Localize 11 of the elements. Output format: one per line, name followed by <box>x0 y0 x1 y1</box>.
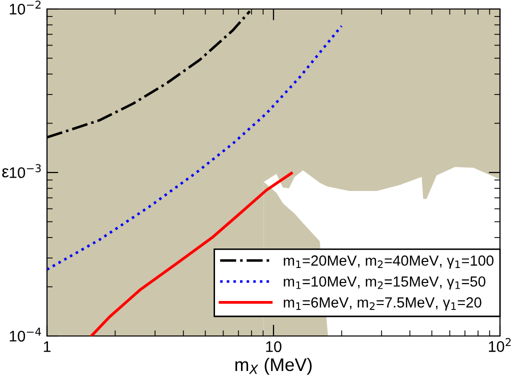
x-tick-label: 10$^{2}$ <box>488 338 511 352</box>
y-axis-title: ε <box>2 168 9 178</box>
y-tick-label: 10$^{−2}$ <box>10 0 41 15</box>
x-axis-title: m$_{X}$ (MeV) <box>235 358 312 375</box>
y-tick-label: 10$^{−3}$ <box>10 164 41 178</box>
x-tick-label: 1 <box>44 341 51 352</box>
y-tick-label: 10$^{−4}$ <box>10 328 41 342</box>
legend-label: m$_{1}$=20MeV, m$_{2}$=40MeV, γ$_{1}$=100 <box>284 255 494 269</box>
x-tick-label: 10 <box>266 341 282 352</box>
legend-label: m$_{1}$=6MeV, m$_{2}$=7.5MeV, γ$_{1}$=20 <box>284 297 482 310</box>
legend-label: m$_{1}$=10MeV, m$_{2}$=15MeV, γ$_{1}$=50 <box>284 276 486 290</box>
